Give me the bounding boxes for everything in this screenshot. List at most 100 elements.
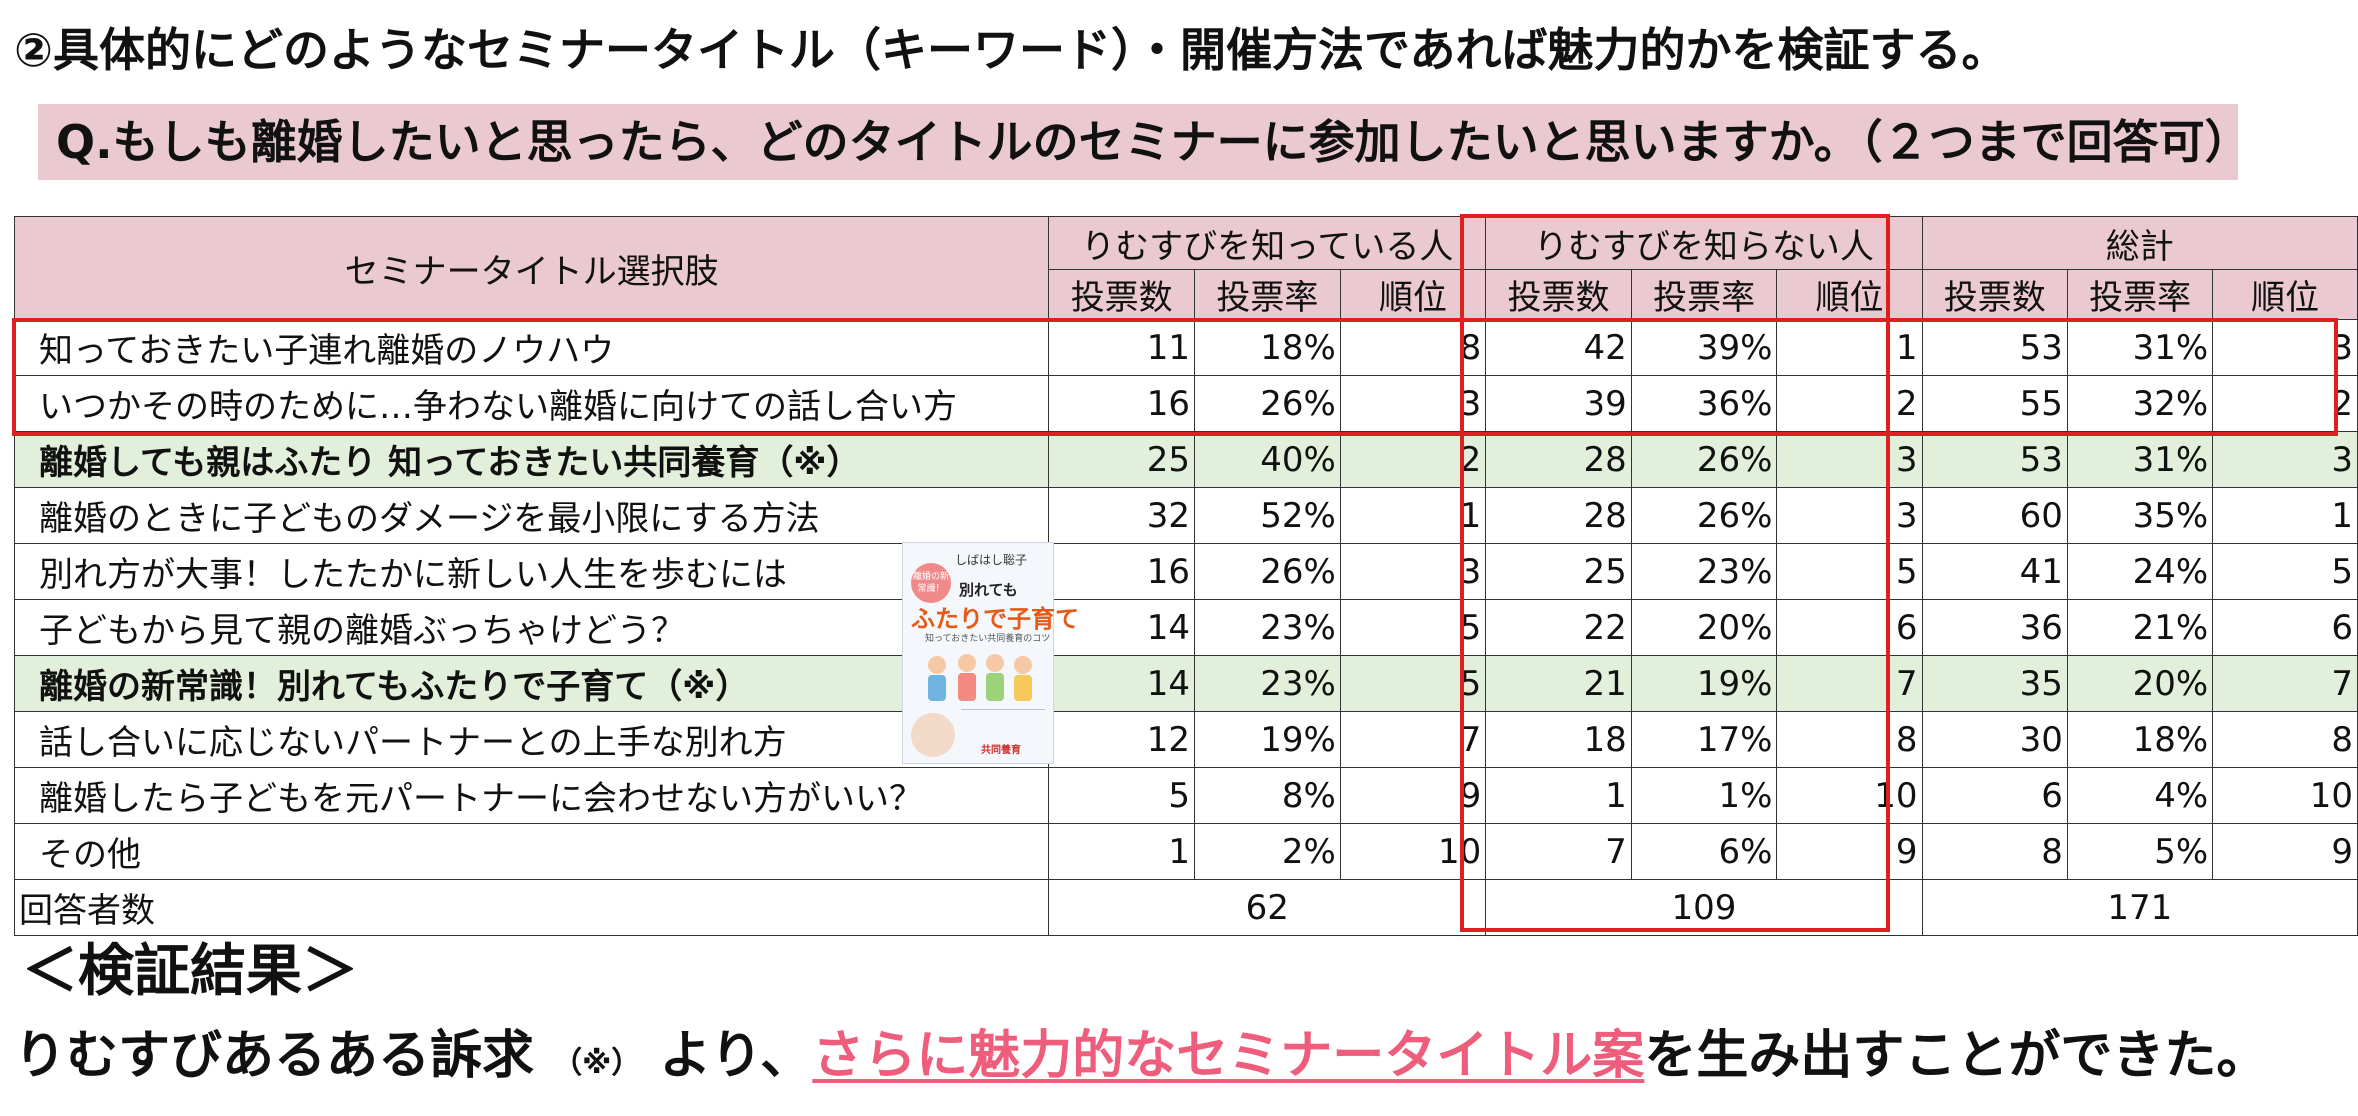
survey-table: セミナータイトル選択肢 りむすびを知っている人 りむすびを知らない人 総計 投票… (13, 216, 2358, 936)
votes-aware: 32 (1048, 487, 1196, 544)
rank-aware: 10 (1339, 823, 1487, 880)
table-row: 子どもから見て親の離婚ぶっちゃけどう？ 14 23% 5 22 20% 6 36… (13, 599, 2358, 656)
rate-total: 31% (2066, 319, 2214, 376)
seminar-title: 離婚の新常識！別れてもふたりで子育て（※） (13, 655, 1050, 712)
conclusion-connector: より、 (659, 1026, 813, 1086)
group-header-aware: りむすびを知っている人 (1048, 216, 1487, 270)
subheader-rank: 順位 (1776, 269, 1923, 320)
rank-unaware: 7 (1776, 655, 1923, 712)
rate-aware: 2% (1194, 823, 1341, 880)
seminar-title: 別れ方が大事！したたかに新しい人生を歩むには (13, 543, 1050, 600)
seminar-title: 離婚したら子どもを元パートナーに会わせない方がいい？ (13, 767, 1050, 824)
rank-aware: 5 (1339, 655, 1487, 712)
table-row: 知っておきたい子連れ離婚のノウハウ 11 18% 8 42 39% 1 53 3… (13, 319, 2358, 376)
seminar-title: 話し合いに応じないパートナーとの上手な別れ方 (13, 711, 1050, 768)
rate-unaware: 26% (1630, 487, 1778, 544)
rate-unaware: 19% (1630, 655, 1778, 712)
book-label: 共同養育 (981, 745, 1021, 756)
rank-unaware: 2 (1776, 375, 1923, 432)
rank-unaware: 3 (1776, 431, 1923, 488)
conclusion-note-mark: （※） (552, 1046, 642, 1081)
rate-total: 4% (2066, 767, 2214, 824)
rate-aware: 52% (1194, 487, 1341, 544)
subheader-rate: 投票率 (1194, 269, 1341, 320)
rank-total: 10 (2212, 767, 2358, 824)
rate-aware: 26% (1194, 543, 1341, 600)
rate-total: 35% (2066, 487, 2214, 544)
votes-unaware: 39 (1485, 375, 1632, 432)
rank-unaware: 5 (1776, 543, 1923, 600)
children-illustration-icon (928, 654, 1032, 701)
book-badge: 離婚の新常識！ (911, 563, 951, 603)
votes-unaware: 28 (1485, 431, 1632, 488)
subheader-votes: 投票数 (1485, 269, 1632, 320)
rate-unaware: 17% (1630, 711, 1778, 768)
rank-unaware: 1 (1776, 319, 1923, 376)
book-cover-text-block (961, 709, 1045, 740)
respondents-row: 回答者数 62 109 171 (13, 879, 2358, 936)
subheader-rank: 順位 (2212, 269, 2358, 320)
rank-unaware: 6 (1776, 599, 1923, 656)
conclusion-tail: を生み出すことができた。 (1644, 1026, 2269, 1086)
page-heading: ②具体的にどのようなセミナータイトル（キーワード）・開催方法であれば魅力的かを検… (14, 23, 2008, 77)
table-row-highlighted: 離婚の新常識！別れてもふたりで子育て（※） 14 23% 5 21 19% 7 … (13, 655, 2358, 712)
votes-total: 35 (1921, 655, 2068, 712)
votes-total: 55 (1921, 375, 2068, 432)
votes-aware: 11 (1048, 319, 1196, 376)
rate-unaware: 36% (1630, 375, 1778, 432)
rate-total: 24% (2066, 543, 2214, 600)
rank-aware: 8 (1339, 319, 1487, 376)
rank-aware: 3 (1339, 543, 1487, 600)
votes-total: 53 (1921, 319, 2068, 376)
votes-aware: 14 (1048, 599, 1196, 656)
votes-total: 60 (1921, 487, 2068, 544)
group-header-unaware: りむすびを知らない人 (1485, 216, 1923, 270)
votes-total: 53 (1921, 431, 2068, 488)
rate-aware: 40% (1194, 431, 1341, 488)
table-row-highlighted: 離婚しても親はふたり 知っておきたい共同養育（※） 25 40% 2 28 26… (13, 431, 2358, 488)
table-row: その他 1 2% 10 7 6% 9 8 5% 9 (13, 823, 2358, 880)
seminar-title: 子どもから見て親の離婚ぶっちゃけどう？ (13, 599, 1050, 656)
table-row: 話し合いに応じないパートナーとの上手な別れ方 12 19% 7 18 17% 8… (13, 711, 2358, 768)
rate-total: 32% (2066, 375, 2214, 432)
book-title-line2: ふたりで子育て (911, 605, 1079, 633)
rate-aware: 23% (1194, 599, 1341, 656)
rate-unaware: 1% (1630, 767, 1778, 824)
rate-unaware: 23% (1630, 543, 1778, 600)
conclusion-text: りむすびあるある訴求 （※） より、さらに魅力的なセミナータイトル案を生み出すこ… (14, 1016, 2268, 1104)
table-row: 別れ方が大事！したたかに新しい人生を歩むには 16 26% 3 25 23% 5… (13, 543, 2358, 600)
rate-unaware: 39% (1630, 319, 1778, 376)
rate-unaware: 26% (1630, 431, 1778, 488)
rate-aware: 19% (1194, 711, 1341, 768)
seminar-title: 離婚のときに子どものダメージを最小限にする方法 (13, 487, 1050, 544)
votes-aware: 1 (1048, 823, 1196, 880)
subheader-votes: 投票数 (1921, 269, 2068, 320)
rank-unaware: 9 (1776, 823, 1923, 880)
rank-unaware: 10 (1776, 767, 1923, 824)
votes-aware: 16 (1048, 375, 1196, 432)
result-title: ＜検証結果＞ (22, 939, 358, 1004)
rank-aware: 5 (1339, 599, 1487, 656)
seminar-title: 離婚しても親はふたり 知っておきたい共同養育（※） (13, 431, 1050, 488)
conclusion-lead: りむすびあるある訴求 (14, 1026, 535, 1086)
votes-unaware: 21 (1485, 655, 1632, 712)
votes-aware: 14 (1048, 655, 1196, 712)
votes-unaware: 1 (1485, 767, 1632, 824)
votes-aware: 16 (1048, 543, 1196, 600)
votes-aware: 25 (1048, 431, 1196, 488)
votes-total: 8 (1921, 823, 2068, 880)
table-row: いつかその時のために…争わない離婚に向けての話し合い方 16 26% 3 39 … (13, 375, 2358, 432)
votes-unaware: 22 (1485, 599, 1632, 656)
rank-total: 1 (2212, 487, 2358, 544)
seminar-title: 知っておきたい子連れ離婚のノウハウ (13, 319, 1050, 376)
author-photo (911, 713, 955, 757)
rank-total: 6 (2212, 599, 2358, 656)
book-author: しばはし聡子 (955, 553, 1028, 567)
votes-unaware: 18 (1485, 711, 1632, 768)
table-row: 離婚したら子どもを元パートナーに会わせない方がいい？ 5 8% 9 1 1% 1… (13, 767, 2358, 824)
rank-total: 3 (2212, 431, 2358, 488)
rate-total: 31% (2066, 431, 2214, 488)
rate-aware: 26% (1194, 375, 1341, 432)
rank-aware: 2 (1339, 431, 1487, 488)
votes-total: 30 (1921, 711, 2068, 768)
